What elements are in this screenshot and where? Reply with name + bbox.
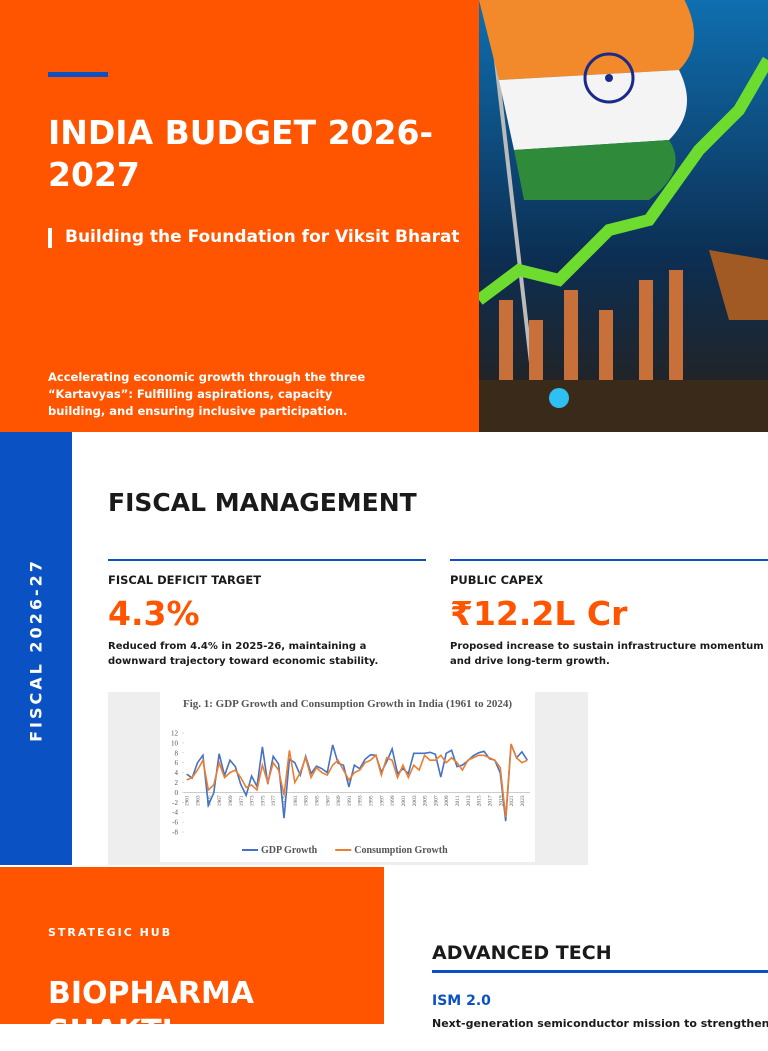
x-tick-label: 1973 [250, 795, 256, 806]
y-tick-label: 12 [171, 730, 179, 738]
tech-heading: ADVANCED TECH [432, 942, 612, 964]
x-tick-label: 1991 [347, 795, 353, 806]
chart-box: Fig. 1: GDP Growth and Consumption Growt… [160, 692, 535, 862]
x-tick-label: 1993 [358, 795, 364, 806]
y-tick-label: 2 [175, 779, 179, 787]
x-tick-label: 2003 [412, 795, 418, 806]
x-tick-label: 1967 [217, 795, 223, 806]
x-tick-label: 1989 [336, 795, 342, 806]
x-tick-label: 2013 [466, 795, 472, 806]
x-tick-label: 1969 [228, 795, 234, 806]
x-tick-label: 2005 [423, 795, 429, 806]
hero-panel [0, 0, 479, 432]
x-tick-label: 2021 [509, 795, 515, 806]
chart-title: Fig. 1: GDP Growth and Consumption Growt… [182, 698, 513, 710]
x-tick-label: 1999 [390, 795, 396, 806]
hero-image [479, 0, 768, 432]
legend-label: Consumption Growth [354, 845, 448, 856]
stat-value: 4.3% [108, 594, 200, 633]
x-tick-label: 1961 [185, 795, 191, 806]
stat-value: ₹12.2L Cr [450, 594, 628, 633]
y-tick-label: -6 [172, 819, 178, 827]
x-tick-label: 1987 [325, 795, 331, 806]
x-tick-label: 1971 [239, 795, 245, 806]
item-title: ISM 2.0 [432, 993, 491, 1009]
legend-label: GDP Growth [261, 845, 318, 856]
hero-description: Accelerating economic growth through the… [48, 370, 366, 418]
series-line [186, 743, 528, 818]
stat-label: PUBLIC CAPEX [450, 573, 544, 587]
stat-label: FISCAL DEFICIT TARGET [108, 573, 262, 587]
divider [450, 559, 768, 561]
x-tick-label: 1995 [369, 795, 375, 806]
subtitle-bar [48, 228, 52, 248]
x-tick-label: 2015 [477, 795, 483, 806]
y-tick-label: 10 [171, 739, 179, 747]
x-tick-label: 1965 [206, 795, 212, 806]
x-tick-label: 2017 [487, 795, 493, 806]
y-tick-label: -8 [172, 829, 178, 837]
x-tick-label: 2019 [498, 795, 504, 806]
x-tick-label: 1975 [260, 795, 266, 806]
y-tick-label: -4 [172, 809, 178, 817]
kicker: STRATEGIC HUB [48, 926, 173, 939]
y-tick-label: -2 [172, 799, 178, 807]
side-band [0, 432, 72, 865]
x-tick-label: 1977 [271, 795, 277, 806]
hero-title: INDIA BUDGET 2026-2027 [48, 113, 434, 194]
divider [108, 559, 426, 561]
side-label: FISCAL 2026-27 [26, 558, 46, 742]
y-tick-label: 4 [175, 769, 179, 777]
stat-note: Proposed increase to sustain infrastruct… [450, 641, 764, 667]
x-tick-label: 2001 [401, 795, 407, 806]
x-tick-label: 2023 [520, 795, 526, 806]
x-tick-label: 1981 [293, 795, 299, 806]
y-tick-label: 6 [175, 759, 179, 767]
hero-subtitle: Building the Foundation for Viksit Bhara… [65, 227, 460, 247]
strategic-title: BIOPHARMA SHAKTI [48, 976, 255, 1049]
section-heading: FISCAL MANAGEMENT [108, 488, 417, 517]
x-tick-label: 2011 [455, 795, 461, 806]
y-tick-label: 8 [175, 749, 179, 757]
x-tick-label: 2007 [433, 795, 439, 806]
y-tick-label: 0 [175, 789, 179, 797]
x-tick-label: 1997 [379, 795, 385, 806]
x-tick-label: 1983 [304, 795, 310, 806]
x-tick-label: 1985 [314, 795, 320, 806]
x-tick-label: 2009 [444, 795, 450, 806]
x-tick-label: 1963 [196, 795, 202, 806]
strategic-panel [0, 867, 384, 1024]
accent-bar [48, 72, 108, 77]
stat-note: Reduced from 4.4% in 2025-26, maintainin… [108, 641, 379, 667]
divider [432, 970, 768, 973]
